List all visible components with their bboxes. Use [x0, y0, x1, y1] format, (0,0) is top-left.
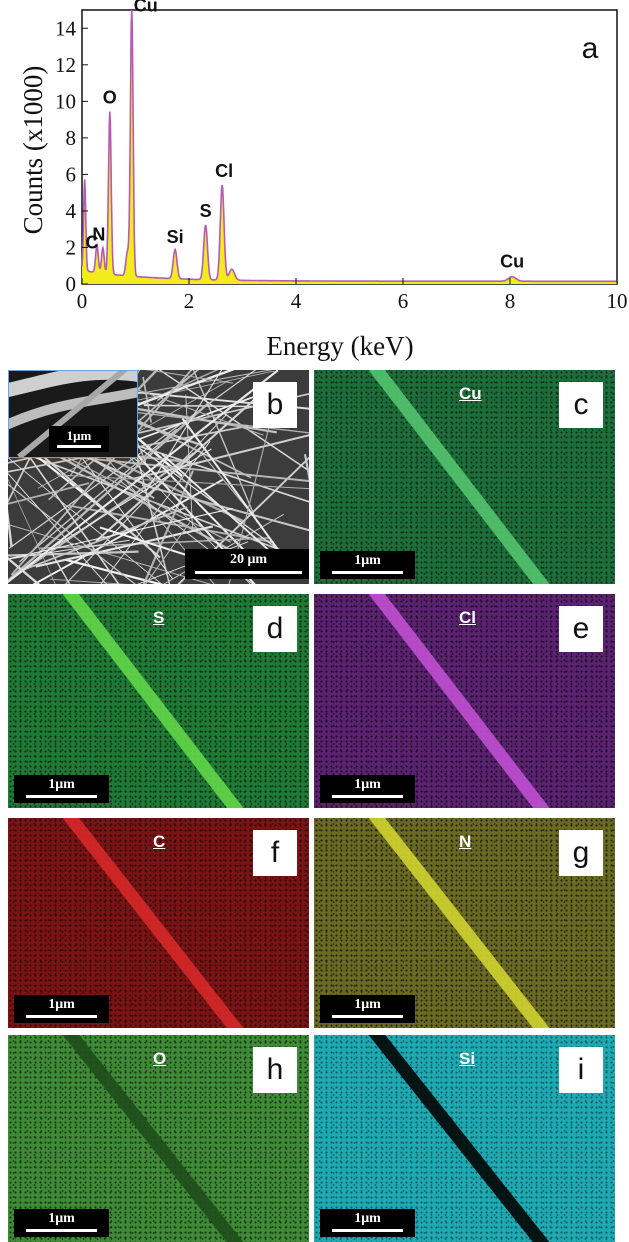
x-tick-label: 10 — [607, 289, 628, 313]
scale-bar-i: 1μm — [320, 1209, 415, 1237]
peak-label-cu: Cu — [500, 251, 524, 271]
peak-label-c: C — [85, 233, 98, 253]
y-tick-label: 14 — [55, 16, 77, 40]
fiber-stripe — [368, 370, 550, 584]
y-tick-label: 0 — [66, 272, 77, 296]
y-tick-label: 10 — [55, 89, 76, 113]
fiber-stripe — [368, 818, 550, 1028]
panel-letter-h: h — [253, 1047, 297, 1093]
panel-c-map: Cu c 1μm — [314, 370, 615, 584]
scale-line-c — [332, 571, 403, 574]
plot-area — [81, 9, 618, 285]
scale-line-b — [195, 571, 302, 574]
scale-bar-c: 1μm — [320, 551, 415, 579]
y-axis-title: Counts (x1000) — [18, 66, 48, 235]
scale-label-h: 1μm — [48, 1211, 75, 1226]
panel-letter-c: c — [559, 382, 603, 428]
x-tick-label: 4 — [291, 289, 302, 313]
y-axis-ticks: 0 2 4 6 8 10 12 14 — [55, 16, 88, 296]
scale-label-d: 1μm — [48, 777, 75, 792]
element-label-si: Si — [459, 1049, 476, 1068]
panel-letter-e: e — [559, 606, 603, 652]
inset-scale-bar: 1μm — [49, 426, 109, 452]
scale-bar-f: 1μm — [14, 995, 109, 1023]
panel-i-map: Si i 1μm — [314, 1035, 615, 1242]
scale-bar-b: 20 μm — [185, 549, 309, 579]
panel-letter-f: f — [253, 830, 297, 876]
scale-line-h — [26, 1229, 97, 1232]
peak-labels: CN O Cu Si SCl Cu — [85, 0, 524, 271]
x-tick-label: 2 — [184, 289, 195, 313]
spectrum-line — [81, 9, 617, 283]
y-tick-label: 6 — [66, 162, 77, 186]
scale-bar-g: 1μm — [320, 995, 415, 1023]
x-tick-label: 0 — [77, 289, 88, 313]
inset-scale-label: 1μm — [66, 428, 92, 443]
panel-b-sem-image: 1μm b 20 μm — [8, 370, 309, 584]
scale-label-f: 1μm — [48, 997, 75, 1012]
peak-label-si: Si — [167, 227, 184, 247]
y-tick-label: 4 — [66, 199, 77, 223]
fiber-stripe — [62, 818, 244, 1028]
panel-e-map: Cl e 1μm — [314, 594, 615, 808]
fiber-stripe — [62, 1035, 244, 1242]
scale-bar-d: 1μm — [14, 775, 109, 803]
peak-label-n: N — [92, 224, 105, 244]
fiber-stripe — [368, 1035, 550, 1242]
fiber-stripe — [62, 594, 244, 808]
scale-line-d — [26, 795, 97, 798]
panel-letter-i: i — [559, 1047, 603, 1093]
scale-line-f — [26, 1015, 97, 1018]
eds-spectrum-chart: 0 2 4 6 8 10 0 2 4 6 8 10 12 14 CN O Cu Si SCl Cu Energy … — [18, 0, 628, 361]
sem-fibers — [8, 370, 309, 584]
peak-label-s: S — [200, 201, 212, 221]
y-tick-label: 8 — [66, 126, 77, 150]
x-axis-title: Energy (keV) — [266, 331, 413, 361]
element-label-cl: Cl — [459, 608, 476, 627]
panel-letter-d: d — [253, 606, 297, 652]
peak-label-o: O — [103, 87, 117, 107]
peak-label-cu: Cu — [134, 0, 158, 16]
scale-line-e — [332, 795, 403, 798]
scale-bar-e: 1μm — [320, 775, 415, 803]
x-tick-label: 8 — [505, 289, 516, 313]
inset-scale-line — [57, 445, 101, 448]
scale-label-e: 1μm — [354, 777, 381, 792]
scale-label-c: 1μm — [354, 553, 381, 568]
sem-inset: 1μm — [8, 370, 138, 458]
element-label-o: O — [153, 1049, 167, 1068]
y-tick-label: 12 — [55, 53, 76, 77]
element-label-cu: Cu — [459, 384, 482, 403]
y-tick-label: 2 — [66, 235, 77, 259]
peak-label-cl: Cl — [215, 161, 233, 181]
scale-line-g — [332, 1015, 403, 1018]
element-label-c: C — [153, 832, 166, 851]
scale-label-g: 1μm — [354, 997, 381, 1012]
element-label-s: S — [153, 608, 165, 627]
scale-bar-h: 1μm — [14, 1209, 109, 1237]
scale-line-i — [332, 1229, 403, 1232]
fiber-stripe — [368, 594, 550, 808]
element-label-n: N — [459, 832, 472, 851]
x-axis-ticks: 0 2 4 6 8 10 — [77, 278, 628, 313]
panel-letter-g: g — [559, 830, 603, 876]
panel-letter-a: a — [582, 32, 599, 65]
scale-label-b: 20 μm — [229, 552, 268, 567]
inset-fibers — [9, 371, 137, 457]
x-tick-label: 6 — [398, 289, 409, 313]
scale-label-i: 1μm — [354, 1211, 381, 1226]
panel-letter-b: b — [253, 382, 297, 428]
